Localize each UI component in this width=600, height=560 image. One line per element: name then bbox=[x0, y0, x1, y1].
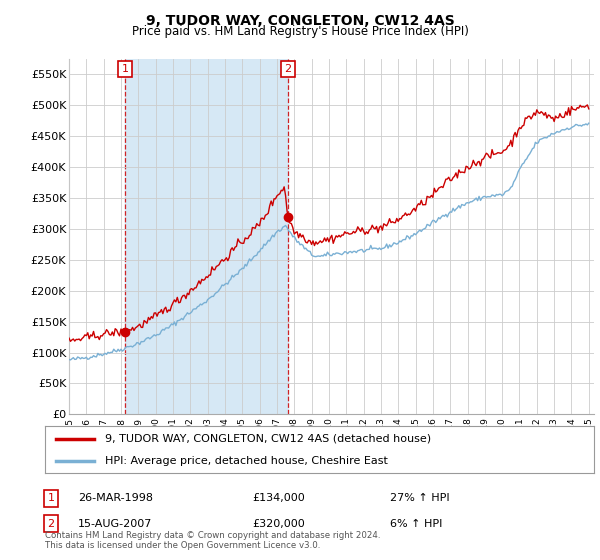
Text: 6% ↑ HPI: 6% ↑ HPI bbox=[390, 519, 442, 529]
Text: £134,000: £134,000 bbox=[252, 493, 305, 503]
Text: Price paid vs. HM Land Registry's House Price Index (HPI): Price paid vs. HM Land Registry's House … bbox=[131, 25, 469, 38]
Text: 2: 2 bbox=[47, 519, 55, 529]
Text: 9, TUDOR WAY, CONGLETON, CW12 4AS: 9, TUDOR WAY, CONGLETON, CW12 4AS bbox=[146, 14, 454, 28]
Text: £320,000: £320,000 bbox=[252, 519, 305, 529]
Text: Contains HM Land Registry data © Crown copyright and database right 2024.
This d: Contains HM Land Registry data © Crown c… bbox=[45, 530, 380, 550]
Text: 15-AUG-2007: 15-AUG-2007 bbox=[78, 519, 152, 529]
Text: 1: 1 bbox=[121, 64, 128, 74]
Text: 27% ↑ HPI: 27% ↑ HPI bbox=[390, 493, 449, 503]
Text: HPI: Average price, detached house, Cheshire East: HPI: Average price, detached house, Ches… bbox=[106, 456, 388, 466]
Text: 2: 2 bbox=[284, 64, 291, 74]
Bar bbox=[125, 59, 287, 414]
Text: 1: 1 bbox=[47, 493, 55, 503]
Text: 26-MAR-1998: 26-MAR-1998 bbox=[78, 493, 153, 503]
Text: 9, TUDOR WAY, CONGLETON, CW12 4AS (detached house): 9, TUDOR WAY, CONGLETON, CW12 4AS (detac… bbox=[106, 434, 431, 444]
